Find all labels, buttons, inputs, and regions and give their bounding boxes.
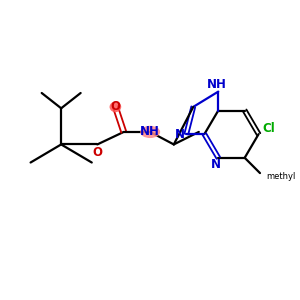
Text: N: N xyxy=(175,128,185,141)
Text: NH: NH xyxy=(140,125,160,138)
Text: NH: NH xyxy=(207,78,227,91)
Ellipse shape xyxy=(110,102,121,112)
Text: Cl: Cl xyxy=(263,122,275,134)
Text: methyl: methyl xyxy=(266,172,296,181)
Ellipse shape xyxy=(140,126,160,138)
Text: O: O xyxy=(92,146,102,159)
Text: O: O xyxy=(110,100,120,113)
Text: N: N xyxy=(211,158,220,171)
